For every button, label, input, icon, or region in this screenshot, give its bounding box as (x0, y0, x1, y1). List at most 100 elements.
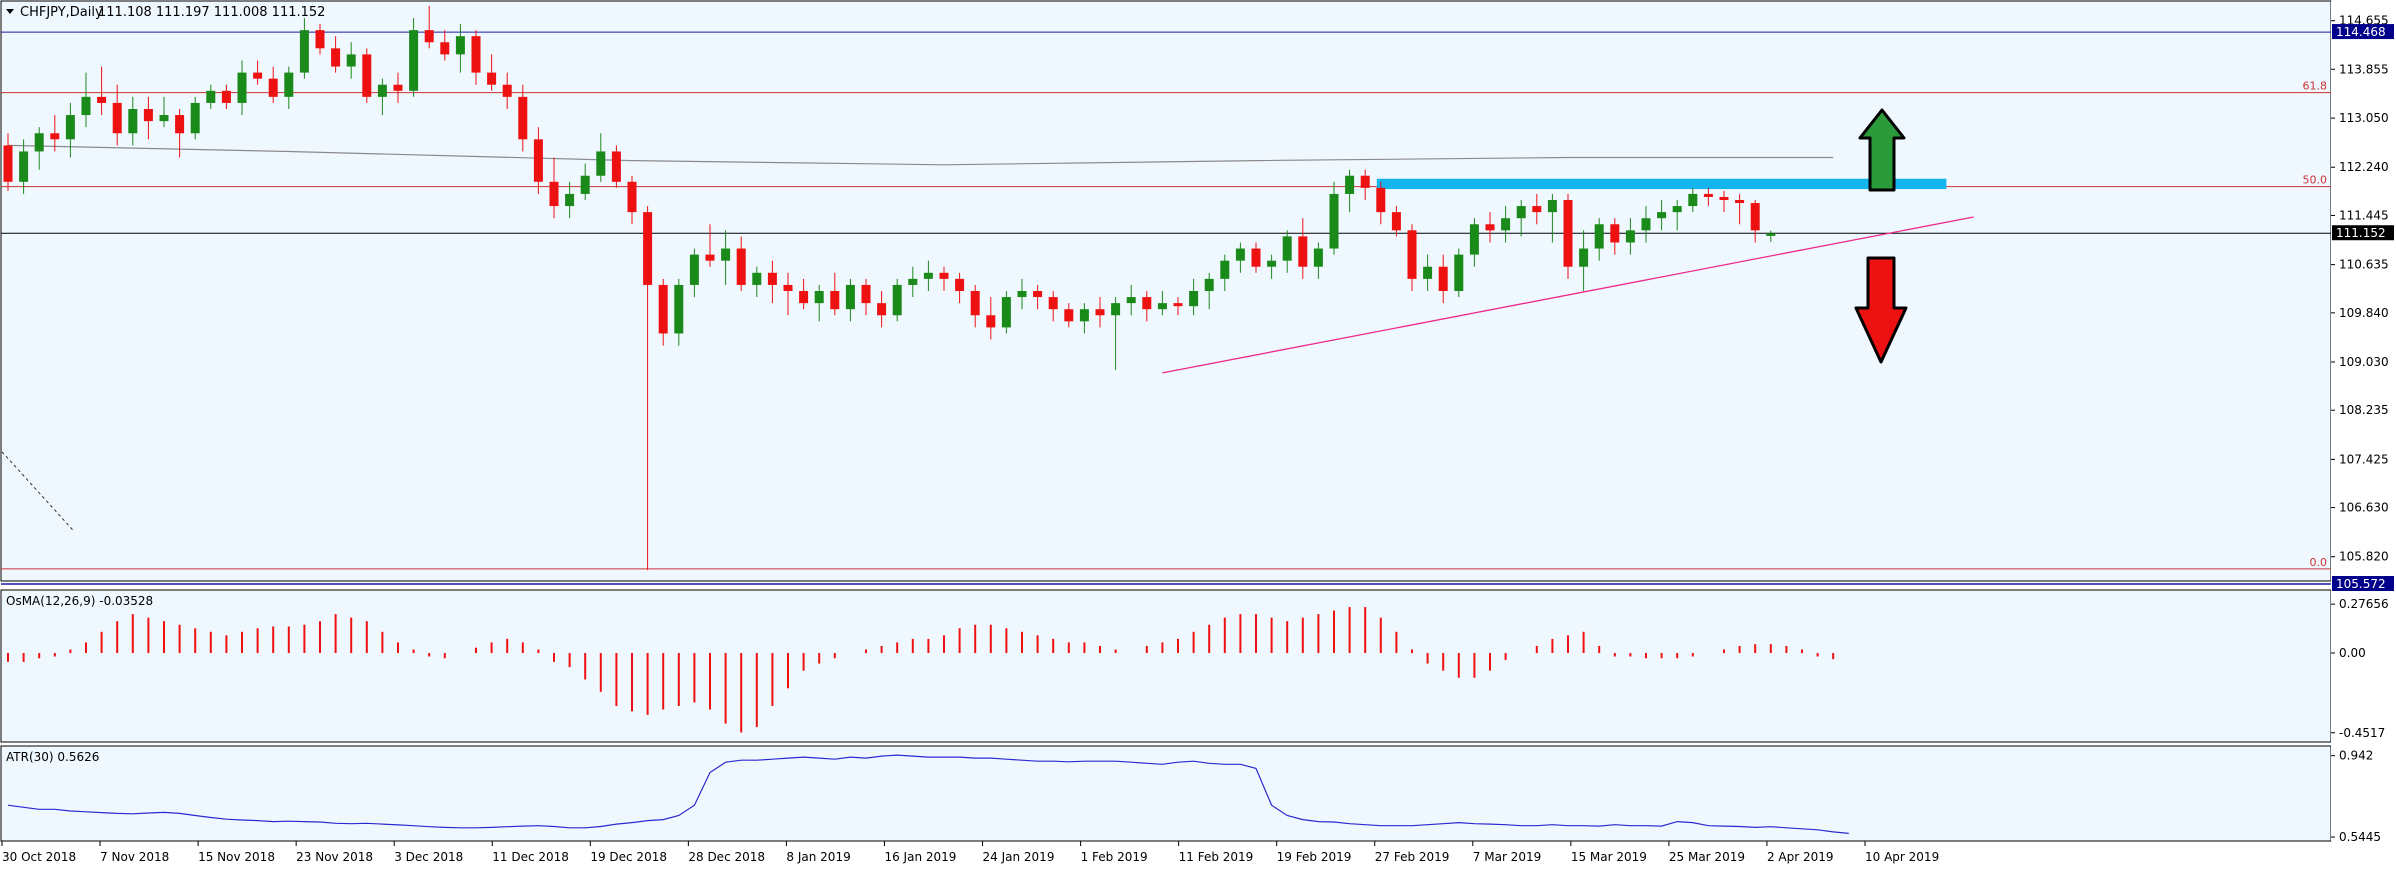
candle (752, 266, 762, 298)
candle-body (1610, 224, 1620, 243)
candle (643, 206, 653, 571)
candle-body (845, 284, 855, 310)
candle-body (331, 48, 341, 67)
candle-body (143, 108, 153, 122)
candle (393, 72, 403, 103)
candle-body (658, 284, 668, 334)
candle-body (471, 36, 481, 73)
candle-body (1360, 175, 1370, 188)
candle (315, 24, 325, 55)
atr-title: ATR(30) 0.5626 (6, 750, 99, 764)
candle (1376, 181, 1386, 225)
atr-polyline (7, 754, 1849, 834)
osma-tick-label: -0.4517 (2339, 726, 2385, 740)
candle-body (315, 30, 325, 49)
candle-body (299, 30, 309, 73)
candle (892, 278, 902, 322)
candle (19, 139, 29, 194)
candle (221, 84, 231, 109)
candle-body (1329, 193, 1339, 249)
candle (1360, 169, 1370, 200)
candle (1267, 254, 1277, 279)
price-ticks: 114.655113.855113.050112.240111.445110.6… (2331, 14, 2389, 564)
candle (1251, 242, 1261, 273)
candle-body (1547, 199, 1557, 213)
candle (1672, 199, 1682, 231)
date-label: 28 Dec 2018 (688, 850, 765, 864)
price-tick-label: 108.235 (2339, 403, 2389, 417)
candle (721, 230, 731, 285)
candle (1610, 218, 1620, 255)
candle (689, 248, 699, 298)
candle (970, 284, 980, 328)
candle (237, 60, 247, 116)
candle (1157, 291, 1167, 316)
candle-body (767, 272, 777, 285)
candle-body (549, 181, 559, 207)
candle (190, 96, 200, 140)
candle-body (268, 78, 278, 97)
candle (253, 60, 263, 85)
osma-tick-label: 0.27656 (2339, 597, 2389, 611)
candle-body (1235, 248, 1245, 261)
candle (1735, 193, 1745, 225)
candle-body (1220, 260, 1230, 279)
candle-body (986, 315, 996, 328)
date-label: 24 Jan 2019 (983, 850, 1055, 864)
candle-body (346, 54, 356, 67)
candle (455, 24, 465, 73)
date-label: 25 Mar 2019 (1669, 850, 1745, 864)
candle (3, 133, 13, 191)
candle (627, 175, 637, 225)
date-label: 19 Dec 2018 (590, 850, 667, 864)
candle-body (689, 254, 699, 285)
date-label: 10 Apr 2019 (1865, 850, 1939, 864)
date-label: 11 Dec 2018 (492, 850, 569, 864)
candle-body (237, 72, 247, 103)
candle (1033, 284, 1043, 310)
candle (377, 78, 387, 116)
candle-body (455, 36, 465, 55)
candle-body (970, 291, 980, 316)
candle (1641, 206, 1651, 243)
candle (128, 96, 138, 146)
candle (1173, 297, 1183, 316)
candle (424, 5, 434, 49)
candle-body (1251, 248, 1261, 267)
candle (1750, 199, 1760, 243)
symbol-dropdown-icon[interactable] (6, 9, 14, 14)
candle (986, 297, 996, 340)
candle-body (908, 278, 918, 285)
date-label: 27 Feb 2019 (1375, 850, 1450, 864)
candle-body (1345, 175, 1355, 194)
ohlc-header: 111.108 111.197 111.008 111.152 (98, 5, 325, 20)
candle (50, 115, 60, 152)
date-label: 3 Dec 2018 (394, 850, 463, 864)
trendline-layer (1, 216, 1974, 531)
candle-body (1594, 224, 1604, 249)
current-price-label-bg (2332, 225, 2394, 241)
candle-body (1033, 291, 1043, 298)
candle (799, 278, 809, 310)
candle (783, 272, 793, 316)
main-panel (0, 0, 2332, 582)
fib-label: 61.8 (2303, 80, 2328, 93)
candle-body (97, 96, 107, 103)
candle-body (1298, 236, 1308, 267)
date-label: 16 Jan 2019 (884, 850, 956, 864)
candle-body (955, 278, 965, 291)
candle-body (1423, 266, 1433, 279)
candle (1657, 199, 1667, 231)
candle (939, 266, 949, 291)
candle-body (1157, 303, 1167, 310)
candle-body (1766, 233, 1776, 236)
atr-line: 0.942 0.5445 (7, 749, 2381, 844)
price-tick-label: 112.240 (2339, 160, 2389, 174)
candle (1766, 230, 1776, 242)
candle (471, 30, 481, 85)
candle (955, 272, 965, 304)
candle-body (1672, 206, 1682, 213)
horizontal-lines-layer: 61.8 50.0 0.0 (1, 31, 2331, 585)
price-tick-label: 111.445 (2339, 208, 2389, 222)
